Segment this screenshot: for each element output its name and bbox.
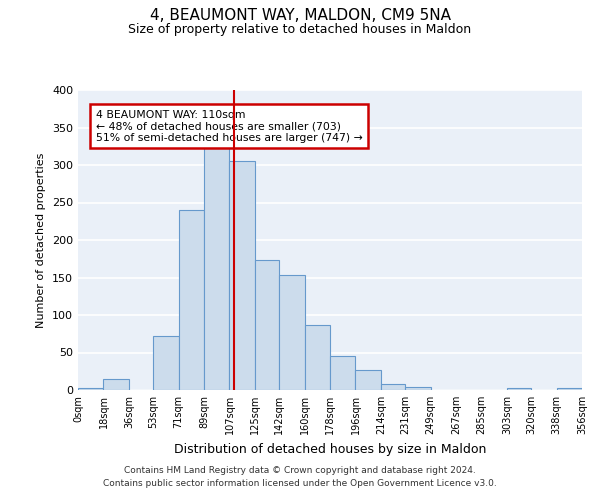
Bar xyxy=(330,356,355,390)
Bar xyxy=(381,384,405,390)
Bar xyxy=(78,388,103,390)
Text: Distribution of detached houses by size in Maldon: Distribution of detached houses by size … xyxy=(174,442,486,456)
Bar xyxy=(229,161,255,390)
Text: 4, BEAUMONT WAY, MALDON, CM9 5NA: 4, BEAUMONT WAY, MALDON, CM9 5NA xyxy=(149,8,451,22)
Bar xyxy=(557,388,582,390)
Text: Size of property relative to detached houses in Maldon: Size of property relative to detached ho… xyxy=(128,22,472,36)
Bar xyxy=(507,388,531,390)
Bar xyxy=(179,210,204,390)
Y-axis label: Number of detached properties: Number of detached properties xyxy=(37,152,46,328)
Bar xyxy=(305,325,330,390)
Bar xyxy=(255,260,279,390)
Bar xyxy=(355,370,381,390)
Bar xyxy=(405,387,431,390)
Bar xyxy=(204,138,229,390)
Bar xyxy=(153,336,179,390)
Text: 4 BEAUMONT WAY: 110sqm
← 48% of detached houses are smaller (703)
51% of semi-de: 4 BEAUMONT WAY: 110sqm ← 48% of detached… xyxy=(95,110,362,142)
Bar xyxy=(279,274,305,390)
Text: Contains HM Land Registry data © Crown copyright and database right 2024.
Contai: Contains HM Land Registry data © Crown c… xyxy=(103,466,497,487)
Bar xyxy=(103,379,129,390)
